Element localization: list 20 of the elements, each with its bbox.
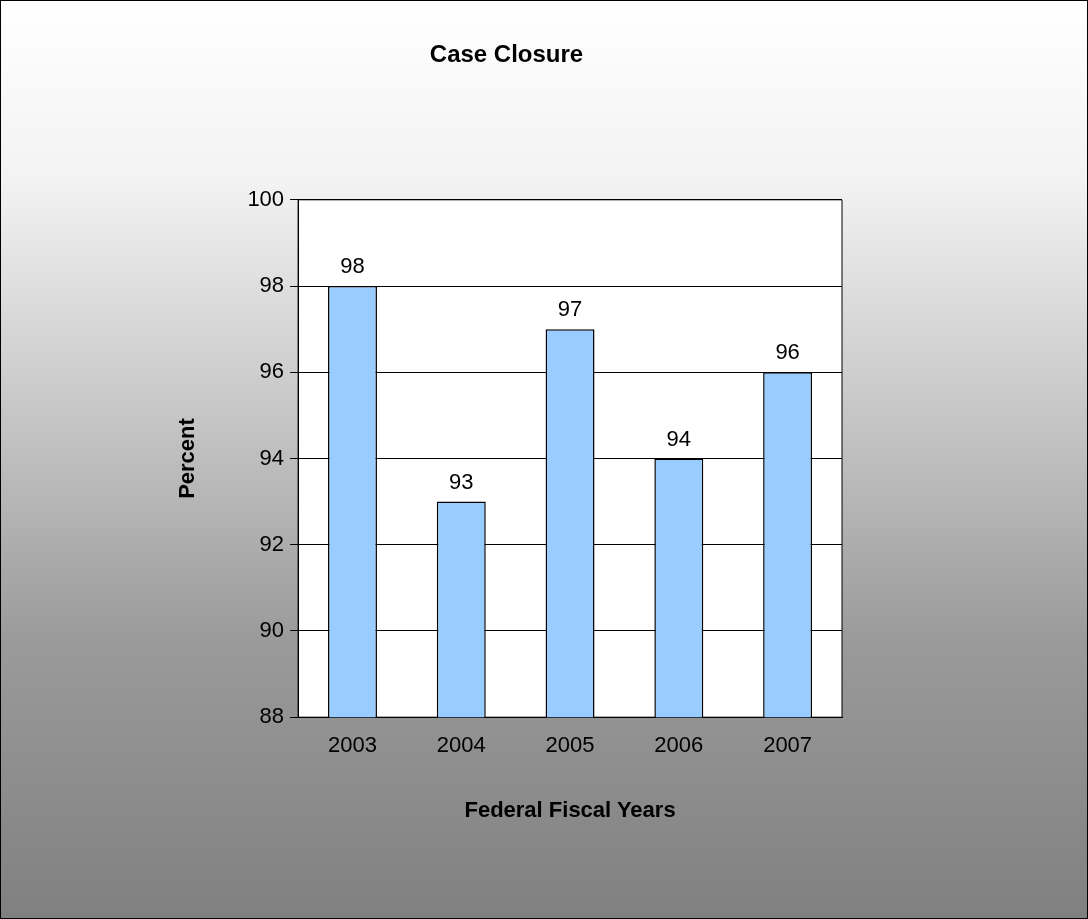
data-label: 98 — [340, 253, 365, 279]
y-tick-label: 92 — [259, 530, 285, 556]
y-tick-label: 100 — [247, 185, 285, 211]
y-axis-title: Percent — [174, 417, 200, 499]
x-tick-label: 2005 — [545, 732, 595, 758]
y-tick-label: 98 — [259, 272, 285, 298]
data-label: 94 — [666, 425, 692, 451]
data-label: 97 — [557, 296, 583, 322]
y-tick-label: 94 — [259, 444, 285, 470]
x-tick-label: 2006 — [654, 732, 704, 758]
x-axis-title: Federal Fiscal Years — [464, 796, 676, 822]
y-tick-label: 96 — [259, 358, 285, 384]
chart-title: Case Closure — [429, 40, 584, 68]
data-label: 93 — [449, 468, 474, 494]
y-tick-label: 88 — [259, 703, 285, 729]
x-tick-label: 2003 — [328, 732, 377, 758]
x-tick-label: 2004 — [436, 732, 486, 758]
data-label: 96 — [775, 339, 800, 365]
y-tick-label: 90 — [259, 617, 285, 643]
x-tick-label: 2007 — [763, 732, 813, 758]
